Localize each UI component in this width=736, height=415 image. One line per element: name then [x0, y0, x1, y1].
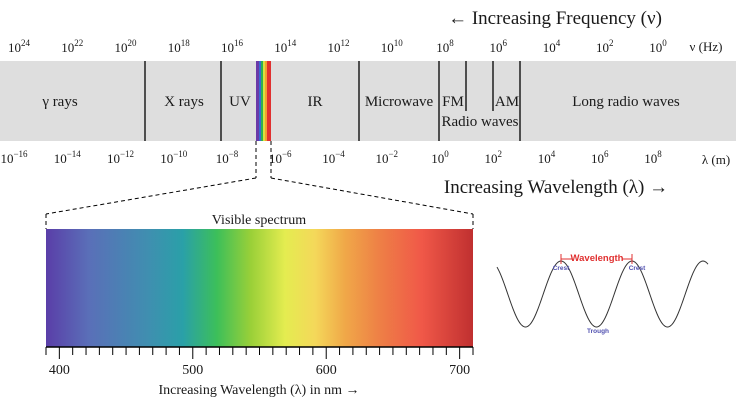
wavelength-heading: Increasing Wavelength (λ) → — [444, 177, 668, 198]
wave-curve — [496, 260, 709, 328]
spectrum-band — [0, 61, 736, 141]
visible-tick-label-700: 700 — [449, 363, 470, 378]
wavelength-tick-8: 100 — [431, 149, 449, 166]
band-ir: IR — [308, 94, 323, 110]
band-am: AM — [495, 94, 519, 110]
wavelength-tick-11: 106 — [591, 149, 609, 166]
frequency-tick-4: 1016 — [221, 38, 244, 55]
wavelength-tick-9: 102 — [485, 149, 503, 166]
visible-spectrum-bar — [46, 229, 473, 347]
visible-strip — [256, 61, 271, 141]
frequency-tick-0: 1024 — [8, 38, 31, 55]
frequency-unit: ν (Hz) — [690, 39, 723, 54]
trough-label: Trough — [587, 328, 609, 335]
wavelength-tick-0: 10−16 — [0, 149, 28, 166]
wavelength-tick-3: 10−10 — [160, 149, 188, 166]
frequency-tick-9: 106 — [490, 38, 508, 55]
frequency-tick-2: 1020 — [115, 38, 138, 55]
wave-illustration: Wavelength Crest Crest Trough — [496, 251, 709, 335]
frequency-tick-10: 104 — [543, 38, 561, 55]
band-microwave: Microwave — [365, 94, 434, 110]
band-long-radio: Long radio waves — [572, 94, 680, 110]
band-radio: Radio waves — [441, 114, 518, 130]
visible-tick-labels: 400 500 600 700 — [49, 363, 470, 378]
frequency-tick-1: 1022 — [61, 38, 83, 55]
frequency-tick-8: 108 — [436, 38, 454, 55]
wavelength-tick-5: 10−6 — [269, 149, 292, 166]
frequency-tick-6: 1012 — [328, 38, 350, 55]
wavelength-tick-6: 10−4 — [322, 149, 345, 166]
wavelength-tick-4: 10−8 — [216, 149, 239, 166]
zoom-lines — [45, 141, 474, 229]
wavelength-tick-2: 10−12 — [107, 149, 134, 166]
crest-label-right: Crest — [629, 265, 646, 272]
wavelength-tick-12: 108 — [644, 149, 662, 166]
band-dividers — [144, 61, 521, 141]
frequency-tick-5: 1014 — [274, 38, 297, 55]
visible-tick-label-600: 600 — [316, 363, 337, 378]
frequency-tick-11: 102 — [596, 38, 614, 55]
wavelength-unit: λ (m) — [702, 152, 730, 167]
crest-label-left: Crest — [553, 265, 570, 272]
frequency-heading: ← Increasing Frequency (ν) — [448, 8, 662, 29]
band-gamma: γ rays — [41, 94, 78, 110]
wavelength-tick-labels: 10−16 10−14 10−12 10−10 10−8 10−6 10−4 10−2 100 1… — [0, 149, 662, 166]
visible-tick-label-400: 400 — [49, 363, 70, 378]
wavelength-tick-1: 10−14 — [54, 149, 82, 166]
visible-axis-label: Increasing Wavelength (λ) in nm → — [159, 383, 360, 398]
wavelength-tick-7: 10−2 — [375, 149, 398, 166]
frequency-tick-3: 1018 — [168, 38, 191, 55]
band-xray: X rays — [164, 94, 204, 110]
visible-ticks — [45, 347, 474, 359]
band-uv: UV — [229, 94, 251, 110]
wavelength-tick-10: 104 — [538, 149, 556, 166]
visible-spectrum-title: Visible spectrum — [212, 213, 307, 228]
frequency-tick-7: 1010 — [381, 38, 404, 55]
frequency-tick-labels: 1024 1022 1020 1018 1016 1014 1012 1010 108 106 10… — [8, 38, 667, 55]
visible-tick-label-500: 500 — [182, 363, 203, 378]
frequency-tick-12: 100 — [649, 38, 667, 55]
band-fm: FM — [442, 94, 464, 110]
wavelength-label: Wavelength — [571, 253, 624, 264]
